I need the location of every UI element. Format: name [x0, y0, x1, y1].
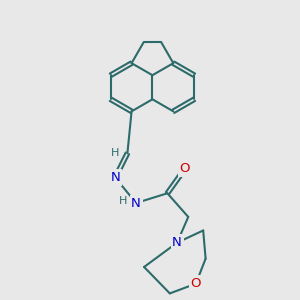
Text: O: O	[179, 162, 190, 176]
Text: H: H	[119, 196, 127, 206]
Text: N: N	[110, 171, 120, 184]
Text: N: N	[131, 196, 141, 209]
Text: O: O	[190, 277, 201, 290]
Text: N: N	[172, 236, 182, 249]
Text: H: H	[111, 148, 120, 158]
